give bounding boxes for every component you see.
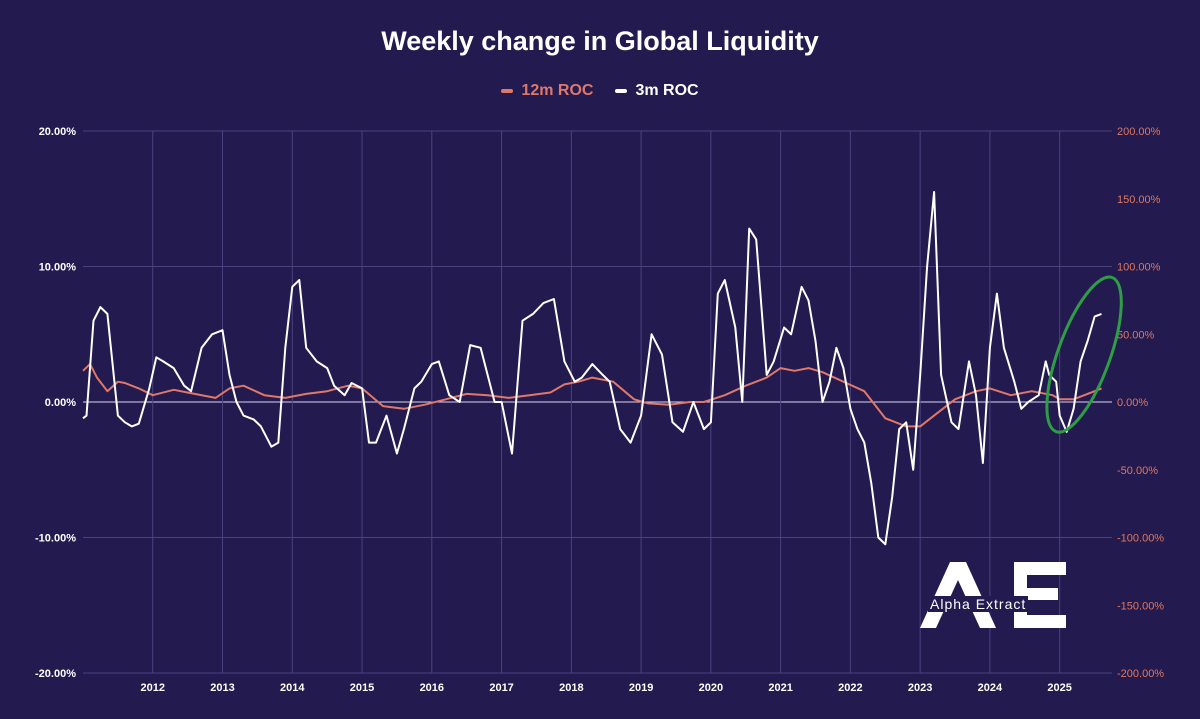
chart-title: Weekly change in Global Liquidity	[381, 26, 819, 56]
x-tick-label: 2013	[210, 682, 234, 694]
highlight-ellipse	[1045, 275, 1123, 434]
x-tick-label: 2018	[559, 682, 583, 694]
y-left-tick-label: 10.00%	[39, 262, 77, 274]
x-tick-label: 2012	[141, 682, 165, 694]
y-left-tick-label: 0.00%	[45, 397, 76, 409]
legend-label-12m: 12m ROC	[521, 82, 594, 99]
x-tick-label: 2024	[978, 682, 1003, 694]
y-left-tick-label: 20.00%	[39, 126, 77, 138]
series-line-3m-roc	[82, 191, 1102, 546]
series-line-12m-roc	[82, 363, 1102, 428]
y-right-tick-label: -100.00%	[1117, 533, 1164, 545]
y-right-tick-label: 50.00%	[1117, 329, 1155, 341]
legend-swatch-12m	[501, 89, 514, 93]
x-tick-label: 2016	[420, 682, 444, 694]
x-tick-label: 2020	[699, 682, 723, 694]
y-right-tick-label: -150.00%	[1117, 600, 1164, 612]
legend-swatch-3m	[615, 89, 628, 93]
x-tick-label: 2019	[629, 682, 653, 694]
y-left-tick-label: -10.00%	[35, 533, 76, 545]
legend-label-3m: 3m ROC	[635, 82, 699, 99]
y-right-tick-label: -200.00%	[1117, 668, 1164, 680]
chart-legend: 12m ROC 3m ROC	[0, 82, 1200, 100]
y-left-tick-label: -20.00%	[35, 668, 76, 680]
y-right-tick-label: 0.00%	[1117, 397, 1148, 409]
y-right-tick-label: -50.00%	[1117, 465, 1158, 477]
legend-item-3m: 3m ROC	[615, 82, 699, 100]
y-right-tick-label: 150.00%	[1117, 194, 1161, 206]
logo-text: Alpha Extract	[928, 596, 1029, 612]
x-tick-label: 2015	[350, 682, 374, 694]
y-right-tick-label: 200.00%	[1117, 126, 1161, 138]
x-tick-label: 2023	[908, 682, 932, 694]
x-tick-label: 2022	[838, 682, 862, 694]
legend-item-12m: 12m ROC	[501, 82, 593, 100]
x-tick-label: 2014	[280, 682, 305, 694]
alpha-extract-logo	[920, 562, 1066, 628]
y-right-tick-label: 100.00%	[1117, 262, 1161, 274]
x-tick-label: 2021	[768, 682, 792, 694]
x-tick-label: 2017	[489, 682, 513, 694]
x-tick-label: 2025	[1047, 682, 1071, 694]
